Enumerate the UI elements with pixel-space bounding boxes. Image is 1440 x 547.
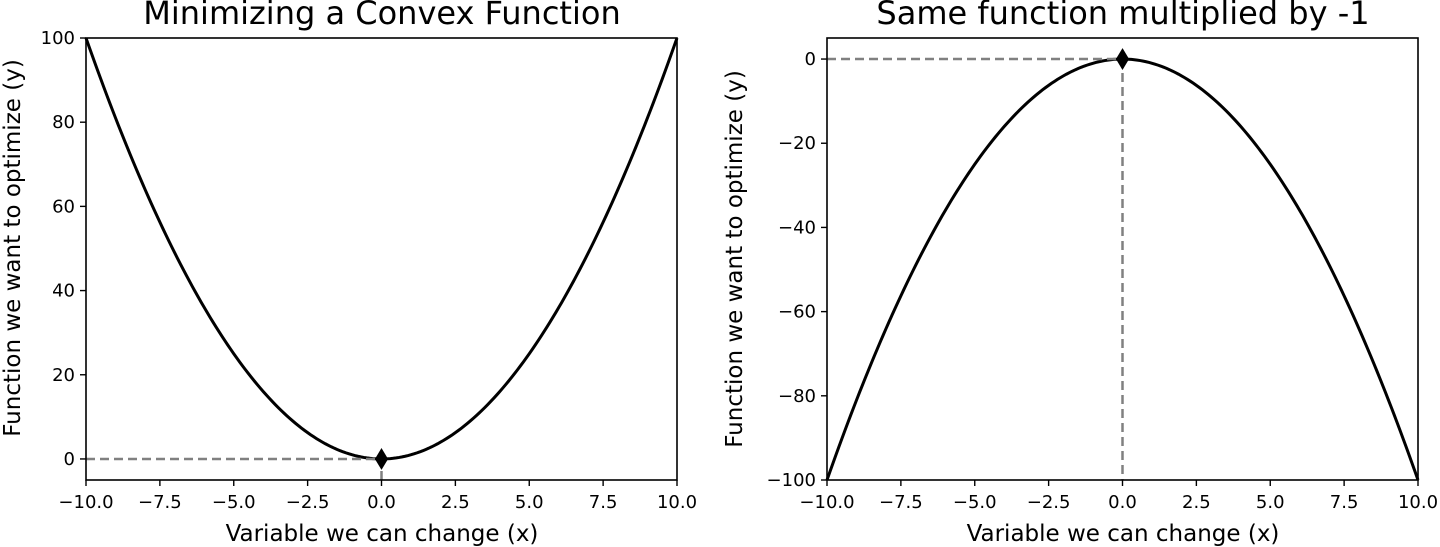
chart-title: Same function multiplied by -1 <box>876 0 1369 32</box>
plot-frame <box>85 37 678 481</box>
x-tick-label: −10.0 <box>58 492 113 513</box>
x-tick-label: 7.5 <box>589 492 618 513</box>
x-tick-label: −7.5 <box>138 492 182 513</box>
x-axis-label: Variable we can change (x) <box>967 521 1280 547</box>
x-tick-label: 0.0 <box>1108 492 1137 513</box>
x-tick-label: −7.5 <box>879 492 923 513</box>
chart-panel-concave: Same function multiplied by -1 Variable … <box>722 0 1438 547</box>
x-tick-label: 10.0 <box>657 492 697 513</box>
chart-title: Minimizing a Convex Function <box>143 0 620 32</box>
chart-panel-convex: Minimizing a Convex Function Variable we… <box>0 0 697 547</box>
y-tick-label: 100 <box>41 28 75 49</box>
x-tick-label: −2.5 <box>286 492 330 513</box>
y-tick-label: 0 <box>64 449 75 470</box>
plot-marks: −10.0 −7.5 −5.0 −2.5 0.0 2.5 5.0 7.5 10.0 0 −20 −40… <box>767 37 1438 513</box>
x-tick-label: −5.0 <box>212 492 256 513</box>
y-tick-label: 20 <box>52 365 75 386</box>
x-tick-label: 7.5 <box>1330 492 1359 513</box>
plot-marks: −10.0 −7.5 −5.0 −2.5 0.0 2.5 5.0 7.5 10.0 0 20 40 60… <box>41 28 697 513</box>
x-tick-label: 2.5 <box>1182 492 1211 513</box>
x-tick-label: −5.0 <box>953 492 997 513</box>
y-tick-label: −20 <box>778 133 816 154</box>
x-axis-label: Variable we can change (x) <box>226 521 539 547</box>
y-tick-label: −80 <box>778 386 816 407</box>
x-tick-label: 2.5 <box>441 492 470 513</box>
y-tick-label: 60 <box>52 196 75 217</box>
x-tick-label: 0.0 <box>367 492 396 513</box>
y-tick-label: 80 <box>52 112 75 133</box>
series-line <box>84 37 679 461</box>
x-tick-label: −2.5 <box>1027 492 1071 513</box>
y-tick-label: −100 <box>767 470 816 491</box>
y-tick-label: 40 <box>52 281 75 302</box>
x-tick-label: −10.0 <box>799 492 854 513</box>
y-tick-label: −60 <box>778 302 816 323</box>
y-tick-label: 0 <box>805 49 816 70</box>
optimum-marker <box>1115 48 1130 71</box>
y-axis-label: Function we want to optimize (y) <box>0 59 26 437</box>
y-tick-label: −40 <box>778 217 816 238</box>
x-tick-label: 5.0 <box>1256 492 1285 513</box>
y-axis-label: Function we want to optimize (y) <box>722 70 748 448</box>
x-tick-label: 5.0 <box>515 492 544 513</box>
optimum-marker <box>374 447 389 470</box>
x-tick-label: 10.0 <box>1398 492 1438 513</box>
